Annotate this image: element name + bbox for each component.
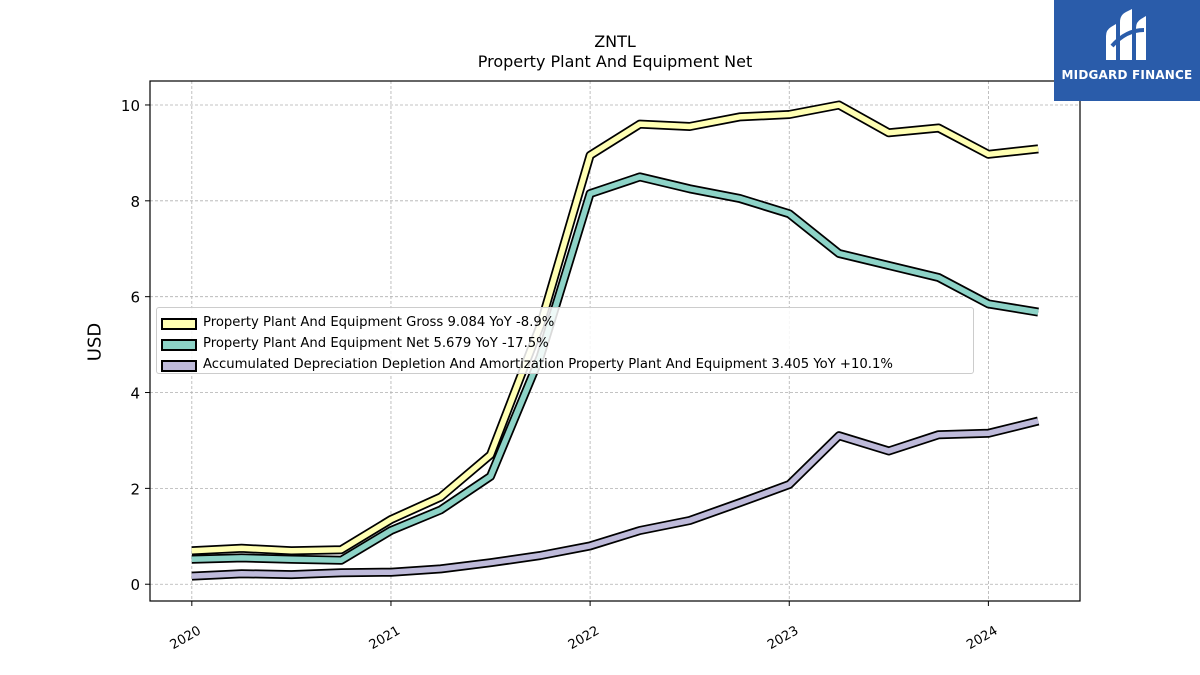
brand-name: MIDGARD FINANCE <box>1061 68 1193 82</box>
legend-label: Property Plant And Equipment Gross 9.084… <box>203 315 555 330</box>
y-tick-label: 2 <box>130 480 140 498</box>
x-tick-label: 2024 <box>964 623 1000 653</box>
y-tick-label: 4 <box>130 385 140 403</box>
y-tick-label: 10 <box>121 97 140 115</box>
legend-item: Property Plant And Equipment Net 5.679 Y… <box>157 333 973 354</box>
chart-subtitle: Property Plant And Equipment Net <box>477 52 753 71</box>
x-tick-label: 2021 <box>367 623 403 653</box>
legend-item: Property Plant And Equipment Gross 9.084… <box>157 312 973 333</box>
series-line <box>191 102 1039 554</box>
legend-swatch <box>161 339 197 351</box>
legend-label: Property Plant And Equipment Net 5.679 Y… <box>203 336 549 351</box>
legend-swatch <box>161 318 197 330</box>
chart-legend: Property Plant And Equipment Gross 9.084… <box>156 307 974 374</box>
y-tick-label: 0 <box>130 576 140 594</box>
chart-title: ZNTL <box>594 32 636 51</box>
y-axis-label: USD <box>84 322 106 362</box>
legend-item: Accumulated Depreciation Depletion And A… <box>157 354 973 375</box>
x-tick-label: 2020 <box>168 623 204 653</box>
series-line <box>191 418 1039 579</box>
x-tick-label: 2022 <box>566 623 602 653</box>
plot-area-frame <box>149 80 1081 602</box>
series-lines <box>191 100 1040 581</box>
legend-swatch <box>161 360 197 372</box>
x-axis-ticks: 2020 2021 2022 2023 2024 <box>168 601 1000 653</box>
y-axis-ticks: 0 2 4 6 8 10 <box>121 97 150 594</box>
x-tick-label: 2023 <box>765 623 801 653</box>
y-tick-label: 6 <box>130 289 140 307</box>
brand-logo: MIDGARD FINANCE <box>1054 0 1200 101</box>
midgard-logo-icon <box>1106 9 1146 60</box>
series-line <box>191 174 1039 564</box>
legend-label: Accumulated Depreciation Depletion And A… <box>203 357 893 372</box>
y-tick-label: 8 <box>130 193 140 211</box>
